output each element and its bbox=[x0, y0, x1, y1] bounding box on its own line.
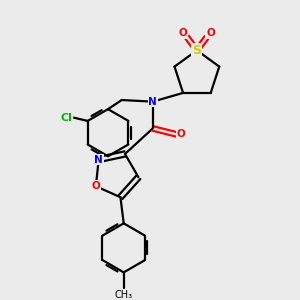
Text: O: O bbox=[92, 181, 100, 191]
Text: O: O bbox=[206, 28, 215, 38]
Text: O: O bbox=[179, 28, 188, 38]
Text: CH₃: CH₃ bbox=[115, 290, 133, 300]
Text: S: S bbox=[192, 44, 201, 57]
Text: N: N bbox=[94, 154, 103, 164]
Text: N: N bbox=[148, 97, 157, 106]
Text: O: O bbox=[177, 129, 186, 139]
Text: Cl: Cl bbox=[60, 113, 72, 123]
